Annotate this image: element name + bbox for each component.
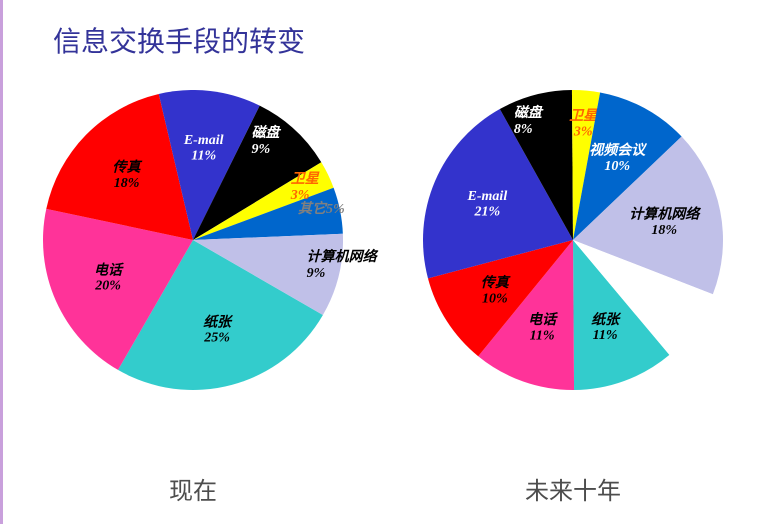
slice-label-ext: 磁盘8% xyxy=(514,102,542,138)
slice-label: 传真10% xyxy=(481,274,511,306)
charts-row: 纸张25%电话20%传真18%E-mail11%磁盘9%卫星3%其它5%计算机网… xyxy=(3,90,760,390)
slice-label-ext: 其它5% xyxy=(298,198,345,218)
slice-label: 传真18% xyxy=(113,158,143,190)
slide: 信息交换手段的转变 纸张25%电话20%传真18%E-mail11%磁盘9%卫星… xyxy=(0,0,760,524)
slice-label-ext: 计算机网络9% xyxy=(307,246,377,282)
pie-chart-future: 纸张11%电话11%传真10%E-mail21%卫星3%视频会议10%计算机网络… xyxy=(423,90,723,390)
subtitle-now: 现在 xyxy=(3,471,383,506)
slice-label: 纸张25% xyxy=(203,313,234,345)
subtitle-future: 未来十年 xyxy=(383,471,760,506)
pie-chart-now: 纸张25%电话20%传真18%E-mail11%磁盘9%卫星3%其它5%计算机网… xyxy=(43,90,343,390)
slice-label: 纸张11% xyxy=(591,311,622,343)
slice-label: 电话20% xyxy=(94,261,124,293)
slice-label-ext: 磁盘9% xyxy=(252,122,280,158)
page-title: 信息交换手段的转变 xyxy=(53,20,305,60)
slice-label: 电话11% xyxy=(528,311,558,343)
